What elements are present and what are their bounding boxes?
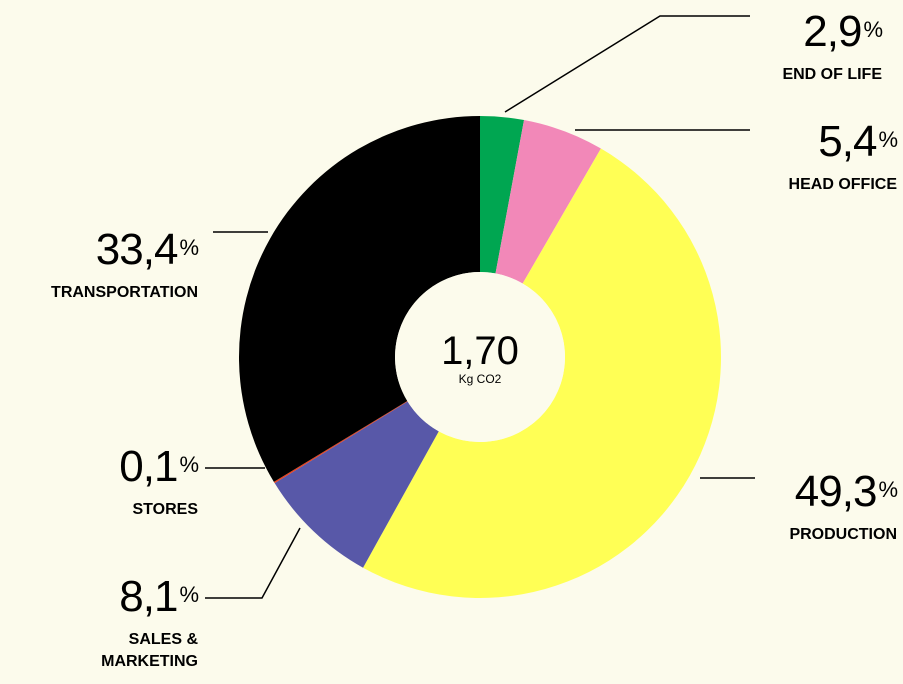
donut-slice <box>495 120 601 284</box>
slice-label: 33,4% TRANSPORTATION <box>51 225 199 304</box>
value-number: 33,4 <box>95 225 179 274</box>
donut-slice <box>239 116 480 482</box>
value-label: 8,1% <box>68 572 199 621</box>
value-label: 2,9% <box>782 7 883 56</box>
slice-label: 0,1% STORES <box>119 442 199 521</box>
value-label: 5,4% <box>789 117 898 166</box>
category-label: STORES <box>132 501 199 518</box>
value-suffix: % <box>179 582 199 607</box>
value-suffix: % <box>863 17 883 42</box>
donut-slice <box>480 116 525 274</box>
slice-label: 49,3% PRODUCTION <box>789 467 898 546</box>
slice-label: 2,9% END OF LIFE <box>782 7 883 86</box>
center-label: 1,70 Kg CO2 <box>395 330 565 386</box>
category-label: PRODUCTION <box>789 526 897 543</box>
value-label: 49,3% <box>789 467 898 516</box>
value-number: 49,3 <box>794 467 878 516</box>
slice-label: 5,4% HEAD OFFICE <box>788 117 898 196</box>
value-number: 5,4 <box>818 117 877 166</box>
donut-slice <box>273 401 408 484</box>
value-suffix: % <box>878 477 898 502</box>
value-label: 33,4% <box>51 225 199 274</box>
center-value: 1,70 <box>441 329 519 373</box>
value-number: 8,1 <box>119 572 178 621</box>
value-number: 0,1 <box>119 442 178 491</box>
donut-slice <box>274 401 439 568</box>
donut-hole <box>395 272 565 442</box>
center-unit: Kg CO2 <box>458 372 502 386</box>
value-number: 2,9 <box>803 7 862 56</box>
leader-line <box>504 15 750 113</box>
value-suffix: % <box>179 235 199 260</box>
donut-slice <box>363 148 722 599</box>
value-label: 0,1% <box>119 442 199 491</box>
category-label: END OF LIFE <box>782 66 882 83</box>
slice-label: 8,1% SALES & MARKETING <box>68 572 199 673</box>
category-label: SALES & MARKETING <box>101 631 198 670</box>
value-suffix: % <box>179 452 199 477</box>
category-label: TRANSPORTATION <box>51 284 198 301</box>
value-suffix: % <box>878 127 898 152</box>
leader-line <box>205 527 301 599</box>
category-label: HEAD OFFICE <box>788 176 897 193</box>
